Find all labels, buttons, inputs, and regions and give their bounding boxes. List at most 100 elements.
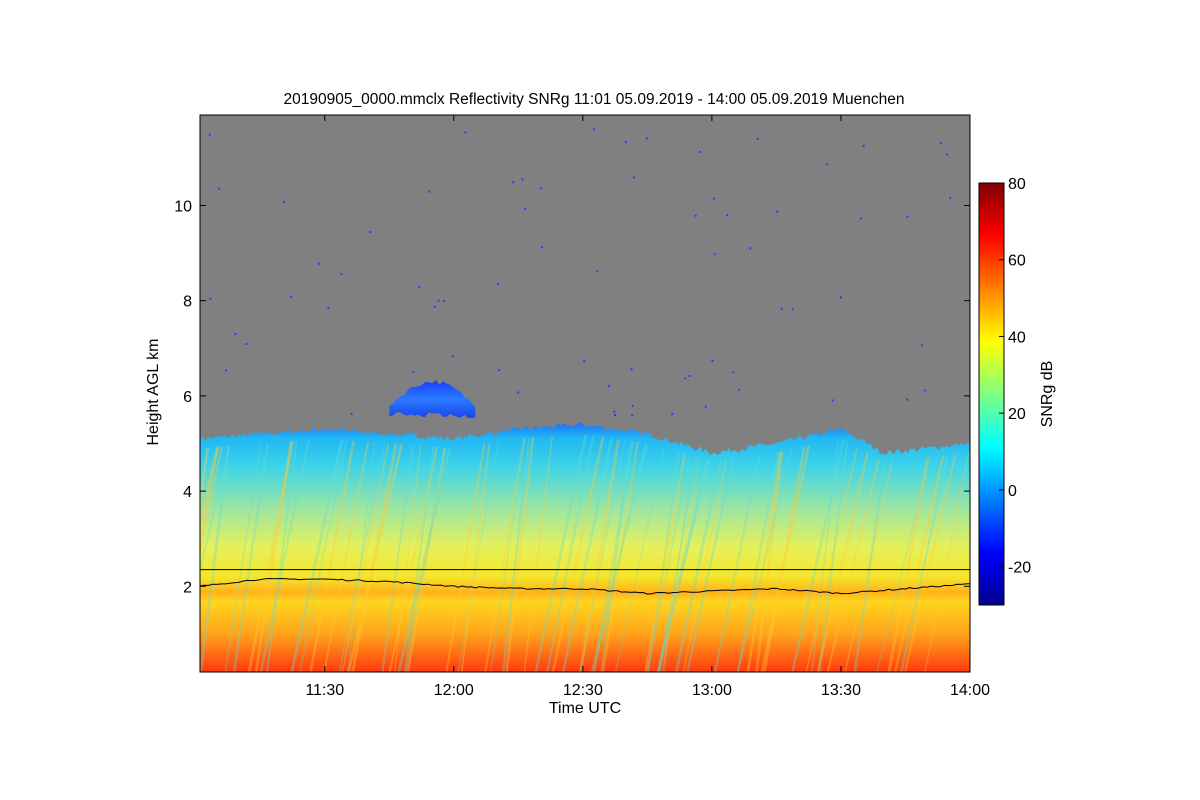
speckle — [694, 214, 697, 217]
fall-streak — [663, 456, 694, 672]
fall-streak — [805, 447, 858, 672]
colorbar-label: SNRg dB — [1039, 361, 1056, 428]
speckle — [437, 299, 440, 302]
speckle — [412, 371, 415, 373]
speckle — [631, 405, 634, 407]
fall-streak — [763, 446, 806, 672]
y-tick-label: 2 — [183, 579, 192, 596]
speckle — [671, 413, 674, 416]
colorbar-tick-label: 80 — [1008, 176, 1026, 193]
fall-streak — [200, 445, 231, 672]
speckle — [464, 131, 467, 134]
fall-streak — [682, 460, 727, 672]
speckle — [711, 360, 714, 362]
speckle — [369, 231, 372, 234]
fall-streak — [562, 437, 613, 672]
fall-streak — [406, 447, 447, 672]
speckle — [496, 283, 499, 286]
fall-streak — [591, 443, 648, 672]
fall-streaks — [200, 434, 970, 672]
fall-streak — [844, 461, 893, 672]
fall-streak — [309, 440, 355, 672]
speckle — [245, 342, 248, 345]
chart-title: 20190905_0000.mmclx Reflectivity SNRg 11… — [284, 91, 905, 108]
fall-streak — [579, 438, 620, 672]
speckle — [218, 187, 220, 190]
colorbar-tick-label: 60 — [1008, 253, 1026, 270]
y-tick-label: 6 — [183, 389, 192, 406]
fall-streak — [876, 457, 932, 672]
colorbar-tick-label: 40 — [1008, 329, 1026, 346]
fall-streak — [816, 453, 869, 672]
x-axis: 11:30 12:00 12:30 13:00 13:30 14:00 — [305, 115, 990, 699]
speckle — [283, 201, 286, 204]
speckle — [738, 388, 741, 391]
fall-streak — [445, 443, 486, 672]
fall-streak — [200, 446, 219, 531]
speckle — [831, 399, 834, 402]
noise-speckles — [208, 128, 952, 417]
y-tick-label: 4 — [183, 484, 192, 501]
fall-streak — [259, 439, 310, 672]
colorbar-tick-label: 0 — [1008, 483, 1017, 500]
fall-streak — [593, 441, 635, 672]
fall-streak — [224, 443, 262, 672]
speckle — [939, 142, 942, 145]
fall-streak — [811, 439, 839, 672]
speckle — [906, 398, 909, 401]
speckle — [860, 217, 863, 220]
speckle — [340, 272, 343, 275]
speckle — [726, 214, 729, 217]
plot-frame — [199, 114, 971, 673]
speckle — [541, 246, 543, 249]
fall-streak — [381, 445, 415, 672]
speckle — [327, 306, 330, 309]
x-tick-label: 13:00 — [692, 682, 732, 699]
speckle — [749, 247, 752, 250]
speckle — [350, 412, 353, 415]
speckle — [630, 368, 633, 371]
speckle — [521, 178, 524, 181]
speckle — [712, 197, 715, 200]
fall-streak — [714, 455, 761, 672]
x-tick-label: 12:30 — [563, 682, 603, 699]
fall-streak — [299, 440, 348, 672]
fall-streak — [818, 441, 849, 672]
speckle — [713, 253, 716, 256]
fall-streak — [737, 449, 793, 672]
fall-streak — [674, 461, 722, 672]
fall-streak — [736, 452, 780, 672]
fall-streak — [644, 454, 686, 672]
fall-streak — [290, 439, 344, 672]
speckle — [946, 153, 949, 156]
fall-streak — [266, 440, 298, 672]
colorbar-tick-label: 20 — [1008, 406, 1026, 423]
fall-streak — [397, 447, 452, 672]
speckle — [592, 128, 595, 131]
fall-streak — [900, 455, 949, 672]
fall-streak — [661, 458, 700, 672]
fall-streak — [614, 448, 666, 672]
speckle — [290, 295, 293, 298]
fall-streak — [200, 446, 220, 549]
fall-streak — [405, 447, 446, 672]
speckle — [698, 150, 701, 153]
fall-streak — [341, 443, 390, 672]
speckle — [498, 369, 501, 372]
fall-streak — [505, 437, 535, 672]
speckle — [921, 344, 924, 347]
speckle — [624, 141, 627, 144]
speckle — [234, 333, 237, 336]
fall-streak — [457, 441, 499, 672]
speckle — [442, 300, 445, 302]
speckle — [318, 262, 321, 265]
fall-streak — [647, 452, 681, 672]
speckle — [684, 377, 687, 380]
speckle — [732, 371, 735, 374]
speckle — [512, 181, 515, 184]
x-tick-label: 13:30 — [821, 682, 861, 699]
fall-streak — [200, 445, 231, 573]
speckle — [451, 355, 454, 358]
speckle — [631, 414, 634, 417]
